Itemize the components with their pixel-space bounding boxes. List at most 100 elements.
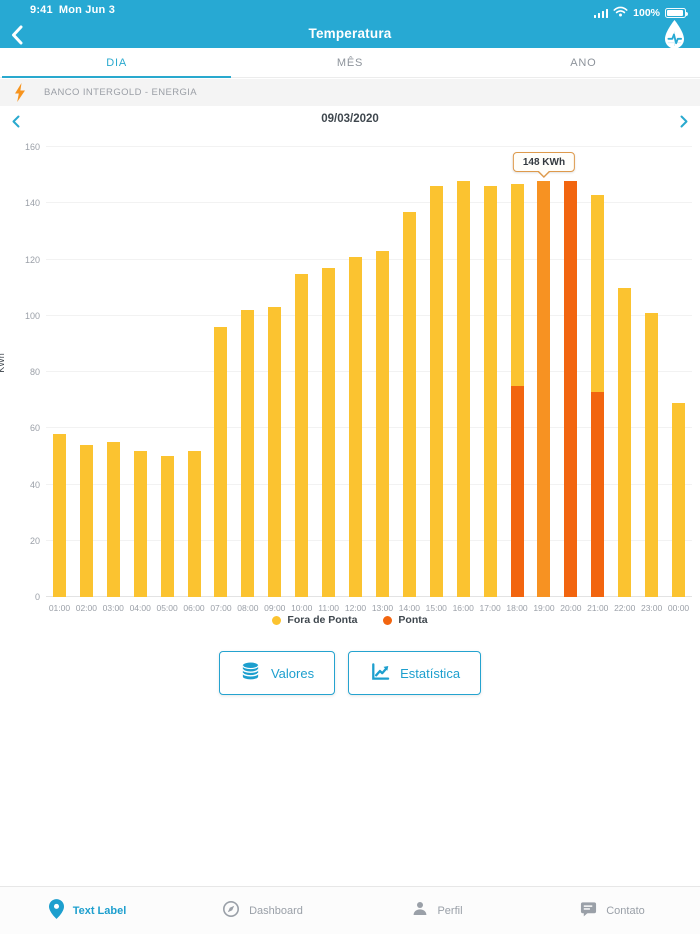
bar-23:00-fora-de-ponta[interactable] bbox=[645, 312, 659, 597]
next-date-button[interactable] bbox=[672, 110, 696, 132]
energy-drop-logo-icon bbox=[661, 20, 688, 56]
x-tick-23:00: 23:00 bbox=[640, 603, 663, 613]
gridline-100 bbox=[46, 314, 692, 316]
nav-bar: Temperatura bbox=[0, 20, 700, 49]
bar-15:00-fora-de-ponta[interactable] bbox=[429, 186, 443, 597]
gridline-20 bbox=[46, 539, 692, 541]
x-tick-22:00: 22:00 bbox=[614, 603, 636, 613]
battery-icon bbox=[665, 8, 688, 18]
bar-19:00-ponta[interactable] bbox=[537, 180, 551, 597]
bar-10:00-fora-de-ponta[interactable] bbox=[295, 273, 309, 597]
x-tick-19:00: 19:00 bbox=[533, 603, 555, 613]
header: 9:41 Mon Jun 3 100% Temperatura bbox=[0, 0, 700, 49]
tab-dia-label: DIA bbox=[106, 56, 128, 69]
bar-17:00-fora-de-ponta[interactable] bbox=[483, 186, 497, 597]
estatistica-button[interactable]: Estatística bbox=[348, 651, 482, 695]
status-date: Mon Jun 3 bbox=[58, 4, 116, 16]
bar-06:00-fora-de-ponta[interactable] bbox=[187, 450, 201, 597]
bar-03:00-fora-de-ponta[interactable] bbox=[106, 442, 120, 597]
bottom-nav-dashboard[interactable]: Dashboard bbox=[175, 887, 350, 934]
tab-mes-label: MÊS bbox=[336, 56, 364, 69]
bar-13:00-fora-de-ponta[interactable] bbox=[375, 251, 389, 597]
battery-percent: 100% bbox=[633, 7, 660, 19]
bottom-nav-perfil[interactable]: Perfil bbox=[350, 887, 525, 934]
compass-icon bbox=[222, 900, 240, 921]
period-tabs: DIA MÊS ANO bbox=[0, 48, 700, 78]
page-title: Temperatura bbox=[308, 26, 392, 41]
y-tick-120: 120 bbox=[24, 254, 40, 265]
bar-02:00-fora-de-ponta[interactable] bbox=[79, 445, 93, 597]
bar-14:00-fora-de-ponta[interactable] bbox=[402, 211, 416, 597]
cell-signal-icon bbox=[593, 8, 609, 18]
x-axis-line bbox=[46, 596, 692, 597]
x-tick-03:00: 03:00 bbox=[102, 603, 124, 613]
x-tick-09:00: 09:00 bbox=[264, 603, 286, 613]
person-icon bbox=[412, 901, 428, 920]
x-tick-10:00: 10:00 bbox=[291, 603, 313, 613]
gridline-40 bbox=[46, 483, 692, 485]
status-time-date: 9:41 Mon Jun 3 bbox=[30, 4, 121, 16]
y-tick-80: 80 bbox=[29, 367, 40, 377]
bar-20:00-ponta[interactable] bbox=[564, 180, 578, 597]
bar-16:00-fora-de-ponta[interactable] bbox=[456, 180, 470, 597]
bottom-nav-text-label[interactable]: Text Label bbox=[0, 887, 175, 934]
wifi-icon bbox=[613, 4, 628, 22]
gridline-160 bbox=[46, 146, 692, 147]
tab-dia[interactable]: DIA bbox=[0, 48, 233, 78]
bar-21:00-ponta[interactable] bbox=[591, 391, 605, 597]
x-tick-21:00: 21:00 bbox=[587, 603, 609, 613]
chart-tooltip: 148 KWh bbox=[512, 151, 576, 172]
selected-date: 09/03/2020 bbox=[321, 113, 379, 125]
y-tick-20: 20 bbox=[29, 535, 40, 546]
previous-date-button[interactable] bbox=[4, 110, 28, 132]
status-time: 9:41 bbox=[30, 4, 53, 16]
x-tick-02:00: 02:00 bbox=[75, 603, 97, 613]
legend-label-fora-de-ponta: Fora de Ponta bbox=[287, 614, 358, 626]
meter-name: BANCO INTERGOLD - ENERGIA bbox=[44, 87, 198, 98]
x-tick-14:00: 14:00 bbox=[398, 603, 420, 613]
y-tick-60: 60 bbox=[29, 423, 40, 434]
tab-ano[interactable]: ANO bbox=[467, 48, 700, 77]
bottom-nav-contato-label: Contato bbox=[606, 904, 645, 917]
tooltip-value: 148 KWh bbox=[522, 156, 566, 168]
tab-ano-label: ANO bbox=[570, 56, 597, 69]
x-tick-20:00: 20:00 bbox=[560, 603, 582, 613]
date-navigation: 09/03/2020 bbox=[0, 106, 700, 136]
bar-07:00-fora-de-ponta[interactable] bbox=[214, 327, 228, 597]
tab-mes[interactable]: MÊS bbox=[233, 48, 466, 77]
bar-09:00-fora-de-ponta[interactable] bbox=[268, 307, 282, 597]
bar-04:00-fora-de-ponta[interactable] bbox=[133, 450, 147, 597]
bar-01:00-fora-de-ponta[interactable] bbox=[52, 433, 66, 597]
y-tick-140: 140 bbox=[24, 198, 40, 209]
bar-08:00-fora-de-ponta[interactable] bbox=[241, 310, 255, 597]
x-tick-11:00: 11:00 bbox=[318, 603, 339, 613]
y-tick-40: 40 bbox=[29, 479, 40, 490]
bar-00:00-fora-de-ponta[interactable] bbox=[672, 402, 686, 597]
bar-12:00-fora-de-ponta[interactable] bbox=[349, 256, 363, 597]
x-tick-00:00: 00:00 bbox=[667, 603, 690, 613]
bar-05:00-fora-de-ponta[interactable] bbox=[160, 456, 174, 597]
database-icon bbox=[240, 661, 261, 685]
bottom-nav-perfil-label: Perfil bbox=[437, 904, 463, 917]
legend-item-fora-de-ponta: Fora de Ponta bbox=[272, 614, 357, 626]
action-buttons: Valores Estatística bbox=[0, 651, 700, 695]
bottom-nav-dashboard-label: Dashboard bbox=[249, 904, 303, 917]
status-indicators: 100% bbox=[593, 4, 688, 22]
bar-11:00-fora-de-ponta[interactable] bbox=[322, 267, 336, 597]
gridline-80 bbox=[46, 371, 692, 372]
bottom-nav-contato[interactable]: Contato bbox=[525, 887, 700, 934]
fora-de-ponta-swatch-icon bbox=[272, 615, 282, 625]
gridline-120 bbox=[46, 258, 692, 260]
back-button[interactable] bbox=[10, 23, 36, 47]
y-tick-0: 0 bbox=[34, 592, 40, 602]
estatistica-button-label: Estatística bbox=[400, 665, 461, 681]
x-tick-15:00: 15:00 bbox=[425, 603, 447, 613]
chat-icon bbox=[580, 901, 597, 920]
bar-18:00-ponta[interactable] bbox=[510, 386, 524, 597]
bar-22:00-fora-de-ponta[interactable] bbox=[618, 287, 632, 597]
x-tick-05:00: 05:00 bbox=[156, 603, 178, 613]
valores-button[interactable]: Valores bbox=[218, 651, 336, 695]
bottom-nav-text-label-label: Text Label bbox=[72, 904, 127, 917]
meter-info-bar: BANCO INTERGOLD - ENERGIA bbox=[0, 79, 700, 106]
